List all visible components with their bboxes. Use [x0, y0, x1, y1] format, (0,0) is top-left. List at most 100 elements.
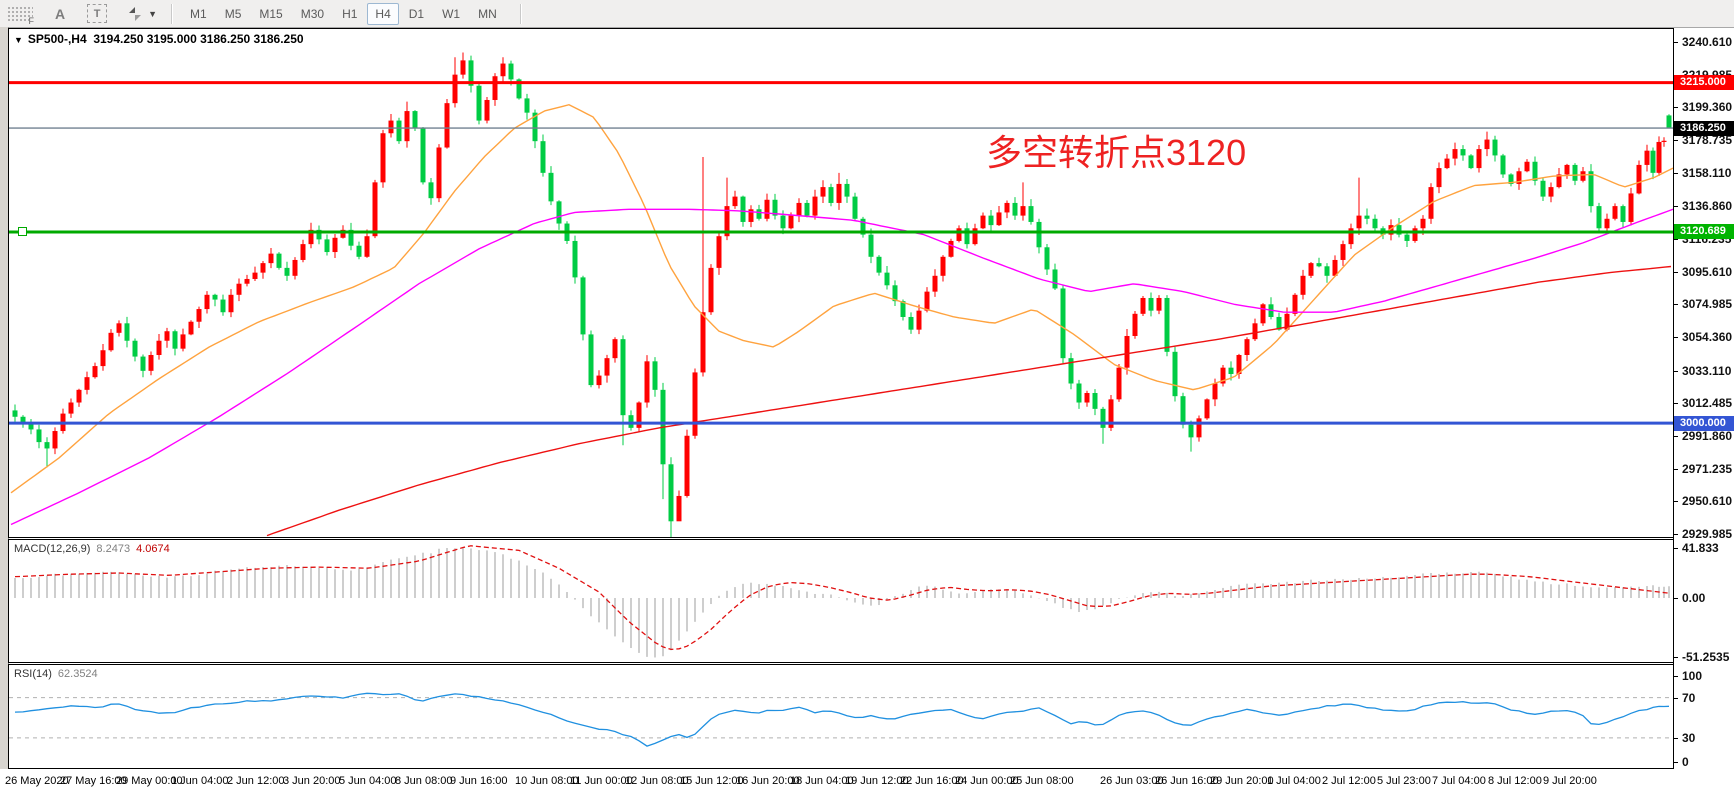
candle[interactable] — [268, 248, 274, 269]
time-axis[interactable]: 26 May 2020 27 May 16:00 29 May 00:00 1 Jun… — [0, 769, 1734, 793]
candle[interactable] — [1636, 160, 1642, 195]
candle[interactable] — [348, 222, 354, 251]
candle[interactable] — [404, 101, 410, 148]
price-badge-3000.000[interactable]: 3000.000 — [1674, 416, 1734, 431]
candle[interactable] — [476, 82, 482, 125]
candle[interactable] — [484, 97, 490, 124]
candle[interactable] — [1492, 135, 1498, 162]
candle[interactable] — [1140, 296, 1146, 316]
candle[interactable] — [1548, 182, 1554, 203]
candle[interactable] — [1044, 244, 1050, 276]
candle[interactable] — [1348, 223, 1354, 249]
timeframe-button-h1[interactable]: H1 — [342, 6, 358, 21]
candle[interactable] — [396, 117, 402, 144]
label-tool-icon[interactable]: T — [87, 4, 108, 23]
candle[interactable] — [60, 408, 66, 434]
candle[interactable] — [332, 234, 338, 258]
crosshair-grid-icon[interactable]: F — [7, 5, 34, 26]
candle[interactable] — [1476, 144, 1482, 173]
candle[interactable] — [76, 388, 82, 407]
price-badge-3186.250[interactable]: 3186.250 — [1674, 121, 1734, 136]
candle[interactable] — [1244, 337, 1250, 361]
candle[interactable] — [444, 99, 450, 149]
candle[interactable] — [1268, 297, 1274, 320]
candle[interactable] — [828, 183, 834, 207]
candle[interactable] — [1412, 225, 1418, 243]
candle[interactable] — [772, 193, 778, 220]
candle[interactable] — [52, 427, 58, 455]
candle[interactable] — [732, 190, 738, 209]
candle[interactable] — [1516, 167, 1522, 190]
candle[interactable] — [684, 429, 690, 498]
candle[interactable] — [28, 418, 34, 435]
candle[interactable] — [84, 371, 90, 395]
candle[interactable] — [164, 327, 170, 348]
candle[interactable] — [1172, 346, 1178, 402]
candle[interactable] — [276, 252, 282, 270]
candle[interactable] — [868, 228, 874, 264]
candle[interactable] — [1260, 303, 1266, 326]
candle[interactable] — [108, 329, 114, 352]
candle[interactable] — [1661, 137, 1667, 147]
timeframe-button-m30[interactable]: M30 — [300, 6, 325, 21]
candle[interactable] — [1148, 292, 1154, 317]
candle[interactable] — [1132, 311, 1138, 339]
candle[interactable] — [1068, 352, 1074, 390]
candle[interactable] — [316, 225, 322, 245]
candle[interactable] — [20, 415, 26, 428]
candle[interactable] — [748, 205, 754, 228]
candle[interactable] — [916, 304, 922, 335]
candle[interactable] — [1300, 269, 1306, 300]
candle[interactable] — [1612, 203, 1618, 221]
candle[interactable] — [1220, 365, 1226, 387]
candle[interactable] — [852, 192, 858, 220]
candle[interactable] — [44, 437, 50, 468]
candle[interactable] — [1620, 204, 1626, 228]
candle[interactable] — [300, 239, 306, 263]
candle[interactable] — [924, 287, 930, 313]
candle[interactable] — [804, 200, 810, 218]
timeframe-button-m1[interactable]: M1 — [190, 6, 207, 21]
timeframe-button-m15[interactable]: M15 — [259, 6, 283, 21]
candle[interactable] — [876, 255, 882, 276]
candle[interactable] — [1252, 318, 1258, 342]
candle[interactable] — [1188, 420, 1194, 452]
candle[interactable] — [1028, 199, 1034, 225]
candle[interactable] — [148, 351, 154, 376]
candle[interactable] — [68, 398, 74, 418]
candle[interactable] — [1276, 312, 1282, 331]
candle[interactable] — [12, 404, 18, 422]
candle[interactable] — [540, 134, 546, 177]
timeframe-button-d1[interactable]: D1 — [408, 6, 425, 21]
candle[interactable] — [692, 368, 698, 439]
candle[interactable] — [220, 294, 226, 316]
candle[interactable] — [1036, 218, 1042, 254]
candle[interactable] — [1644, 144, 1650, 172]
candle[interactable] — [1004, 200, 1010, 219]
candle[interactable] — [180, 328, 186, 352]
candle[interactable] — [1540, 178, 1546, 201]
candle[interactable] — [1012, 197, 1018, 220]
chevron-down-icon[interactable]: ▼ — [14, 35, 23, 45]
candle[interactable] — [844, 179, 850, 203]
candle[interactable] — [1372, 214, 1378, 233]
candle[interactable] — [1196, 415, 1202, 442]
candle[interactable] — [460, 52, 466, 79]
candle[interactable] — [1460, 145, 1466, 161]
candle[interactable] — [980, 212, 986, 230]
candle[interactable] — [580, 275, 586, 341]
candle[interactable] — [1436, 162, 1442, 194]
candle[interactable] — [1060, 284, 1066, 364]
candle[interactable] — [140, 354, 146, 378]
candle[interactable] — [1532, 156, 1538, 186]
candle[interactable] — [260, 260, 266, 279]
candle[interactable] — [36, 424, 42, 449]
candle[interactable] — [860, 216, 866, 238]
candle[interactable] — [420, 127, 426, 185]
price-badge-3215.000[interactable]: 3215.000 — [1674, 75, 1734, 90]
candlestick-chart[interactable] — [9, 29, 1673, 537]
candle[interactable] — [1092, 389, 1098, 416]
candle[interactable] — [1500, 153, 1506, 178]
candle[interactable] — [324, 234, 330, 256]
candle[interactable] — [1444, 154, 1450, 170]
